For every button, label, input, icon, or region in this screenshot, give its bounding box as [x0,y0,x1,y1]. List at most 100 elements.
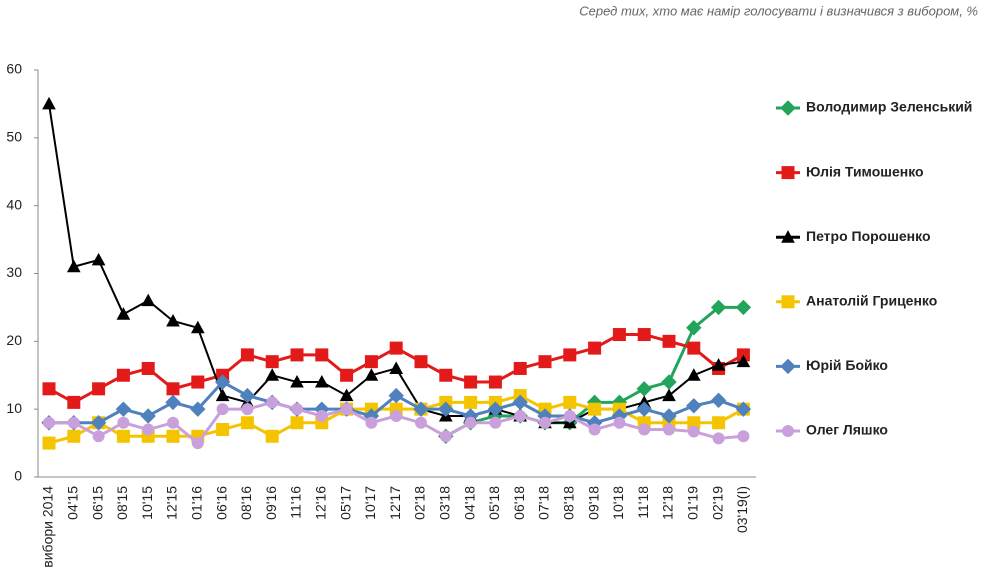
point [42,96,56,110]
point [364,355,378,369]
x-tick-label: 09'18 [585,486,601,520]
x-tick-label: 08'15 [114,486,130,520]
point [340,403,353,416]
y-tick-label: 0 [14,468,22,484]
x-tick-label: 05'17 [337,486,353,520]
point [240,416,254,430]
point [91,252,106,266]
point [488,375,502,389]
point [489,416,502,429]
x-tick-label: 02'18 [412,486,428,520]
point [712,416,726,430]
y-tick-label: 40 [6,196,22,212]
point [563,409,576,422]
point [687,425,700,438]
x-tick-label: 07'18 [536,486,552,520]
point [438,401,454,417]
point [166,382,180,396]
point [190,401,206,417]
point [539,416,551,429]
point [290,416,304,430]
point [67,429,81,443]
point [514,409,527,422]
point [240,348,254,362]
point [711,358,726,371]
point [265,429,279,443]
point [191,375,205,389]
point [265,355,279,369]
x-tick-label: 06'15 [89,486,105,520]
point [439,368,453,382]
point [710,392,727,409]
legend-marker [780,358,796,375]
legend-label: Петро Порошенко [806,228,931,244]
point [340,368,354,382]
point [735,401,752,417]
point [117,416,130,429]
point [315,409,328,422]
point [464,416,477,429]
point [214,374,231,390]
point [92,382,106,396]
point [588,423,601,436]
x-tick-label: 03'19(I) [734,486,750,533]
x-tick-label: 06'16 [213,486,229,520]
point [464,395,478,409]
point [142,423,155,436]
point [439,430,452,443]
y-tick-label: 20 [6,332,22,348]
point [413,401,429,417]
point [291,403,303,416]
point [339,388,354,402]
y-tick-label: 50 [6,129,22,145]
point [42,436,56,450]
point [116,307,131,320]
point [636,381,652,397]
x-tick-label: 01'16 [189,486,205,520]
point [239,387,256,404]
point [216,423,230,437]
point [315,348,329,362]
legend-label: Анатолій Гриценко [806,293,937,309]
x-tick-label: 08'18 [561,486,577,520]
y-tick-label: 60 [6,61,22,77]
x-tick-label: 11'18 [635,486,651,519]
point [389,341,403,355]
point [365,416,378,429]
point [588,402,602,416]
point [165,394,181,411]
point [266,396,279,409]
point [67,395,81,409]
point [67,416,80,429]
point [140,408,156,424]
x-tick-label: 10'18 [610,486,626,520]
point [563,395,577,409]
point [513,361,527,375]
point [662,388,676,402]
point [66,259,81,273]
legend-label: Володимир Зеленський [806,99,972,115]
point [588,341,602,355]
point [115,401,132,417]
point [735,299,752,316]
point [710,299,727,316]
point [686,320,702,336]
point [612,328,626,342]
point [216,403,229,416]
y-tick-label: 10 [6,400,22,416]
point [364,368,379,381]
point [663,423,675,436]
point [43,416,55,429]
point [538,355,552,369]
point [388,387,404,404]
point [613,416,626,429]
x-tick-label: 08'16 [238,486,254,520]
point [563,348,577,362]
x-tick-label: 10'15 [139,486,155,520]
point [90,415,107,431]
x-tick-label: 12'16 [313,486,329,520]
x-tick-label: 05'18 [486,486,502,520]
x-tick-label: 10'17 [362,486,378,520]
x-tick-label: 04'15 [65,486,81,520]
